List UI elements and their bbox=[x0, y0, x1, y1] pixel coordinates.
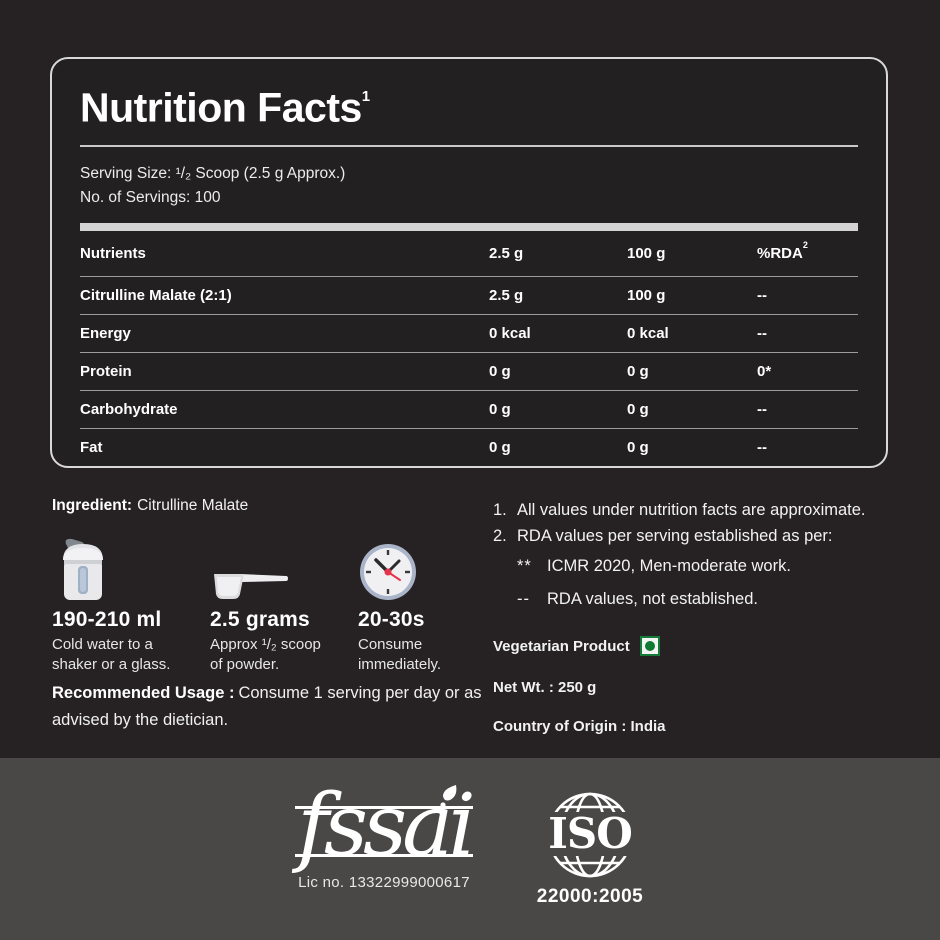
page-title: Nutrition Facts1 bbox=[80, 79, 858, 132]
row-rda: 0* bbox=[757, 362, 772, 380]
ingredient-label: Ingredient: bbox=[52, 497, 133, 514]
note-marker: ** bbox=[517, 557, 532, 575]
water-desc: Cold water to a shaker or a glass. bbox=[52, 636, 171, 673]
table-row: Energy 0 kcal 0 kcal -- bbox=[80, 315, 858, 353]
recommended-usage-label: Recommended Usage : bbox=[52, 684, 235, 702]
shaker-icon bbox=[52, 534, 210, 602]
water-amount: 190-210 ml bbox=[52, 608, 162, 631]
row-rda: -- bbox=[757, 324, 767, 342]
notes-and-product-info: 1. All values under nutrition facts are … bbox=[493, 497, 933, 735]
table-row: Protein 0 g 0 g 0* bbox=[80, 353, 858, 391]
country-of-origin: Country of Origin : India bbox=[493, 718, 666, 735]
scoop-icon bbox=[210, 534, 358, 602]
usage-step-water: 190-210 ml Cold water to a shaker or a g… bbox=[52, 534, 210, 675]
time-amount: 20-30s bbox=[358, 608, 425, 631]
note-marker: -- bbox=[517, 590, 530, 608]
recommended-usage-text: Consume 1 serving per day or as advised … bbox=[52, 684, 482, 729]
note-number: 1. bbox=[493, 501, 507, 519]
row-per-100g: 100 g bbox=[627, 286, 666, 304]
row-per-serving: 2.5 g bbox=[489, 286, 524, 304]
note-text: All values under nutrition facts are app… bbox=[517, 501, 866, 519]
header-per-100g: 100 g bbox=[627, 244, 666, 262]
row-name: Protein bbox=[80, 362, 132, 380]
clock-icon bbox=[358, 534, 488, 602]
note-subitem: ** ICMR 2020, Men-moderate work. bbox=[517, 554, 933, 578]
iso-certification-number: 22000:2005 bbox=[536, 886, 644, 907]
serving-info: Serving Size: ¹/₂ Scoop (2.5 g Approx.) … bbox=[80, 162, 858, 210]
table-top-bar bbox=[80, 222, 858, 231]
iso-globe-icon: ISO bbox=[540, 790, 640, 884]
row-per-serving: 0 kcal bbox=[489, 324, 531, 342]
page-title-footnote-marker: 1 bbox=[361, 88, 370, 105]
certification-footer: fssai Lic no. 13322999000617 bbox=[0, 758, 940, 940]
fssai-leaf-icon bbox=[437, 784, 459, 815]
fssai-bottom-rule bbox=[295, 854, 473, 857]
scoop-desc: Approx ¹/₂ scoop of powder. bbox=[210, 636, 321, 673]
iso-logo: ISO 22000:2005 bbox=[535, 790, 645, 908]
row-per-100g: 0 g bbox=[627, 362, 649, 380]
row-name: Fat bbox=[80, 438, 103, 456]
usage-step-scoop: 2.5 grams Approx ¹/₂ scoop of powder. bbox=[210, 534, 358, 675]
row-per-100g: 0 kcal bbox=[627, 324, 669, 342]
vegetarian-line: Vegetarian Product bbox=[493, 636, 933, 656]
table-row: Carbohydrate 0 g 0 g -- bbox=[80, 391, 858, 429]
usage-step-time: 20-30s Consume immediately. bbox=[358, 534, 488, 675]
servings-count: No. of Servings: 100 bbox=[80, 188, 221, 206]
page-title-text: Nutrition Facts bbox=[80, 84, 362, 131]
fssai-license-number: Lic no. 13322999000617 bbox=[298, 874, 470, 891]
row-name: Energy bbox=[80, 324, 131, 342]
row-per-serving: 0 g bbox=[489, 362, 511, 380]
row-per-100g: 0 g bbox=[627, 438, 649, 456]
fssai-logo: fssai Lic no. 13322999000617 bbox=[295, 782, 476, 906]
row-per-serving: 0 g bbox=[489, 438, 511, 456]
note-text: RDA values per serving established as pe… bbox=[517, 527, 833, 545]
fssai-top-rule bbox=[295, 806, 473, 809]
note-item: 1. All values under nutrition facts are … bbox=[493, 497, 933, 523]
row-per-serving: 0 g bbox=[489, 400, 511, 418]
row-name: Citrulline Malate (2:1) bbox=[80, 286, 232, 304]
table-row: Fat 0 g 0 g -- bbox=[80, 429, 858, 466]
note-subtext: RDA values, not established. bbox=[547, 590, 758, 608]
table-header-row: Nutrients 2.5 g 100 g %RDA2 bbox=[80, 231, 858, 277]
ingredient-value: Citrulline Malate bbox=[137, 497, 249, 514]
header-nutrients: Nutrients bbox=[80, 244, 146, 262]
vegetarian-mark-icon bbox=[639, 636, 660, 656]
row-per-100g: 0 g bbox=[627, 400, 649, 418]
note-item: 2. RDA values per serving established as… bbox=[493, 523, 933, 549]
ingredient-line: Ingredient: Citrulline Malate bbox=[52, 497, 248, 515]
header-rda: %RDA2 bbox=[757, 240, 808, 263]
usage-steps: 190-210 ml Cold water to a shaker or a g… bbox=[52, 534, 488, 675]
title-divider bbox=[80, 144, 858, 147]
header-per-serving: 2.5 g bbox=[489, 244, 524, 262]
nutrition-facts-panel: Nutrition Facts1 Serving Size: ¹/₂ Scoop… bbox=[50, 57, 888, 468]
table-row: Citrulline Malate (2:1) 2.5 g 100 g -- bbox=[80, 277, 858, 315]
time-desc: Consume immediately. bbox=[358, 636, 442, 673]
iso-wordmark: ISO bbox=[545, 812, 635, 857]
row-rda: -- bbox=[757, 438, 767, 456]
scoop-amount: 2.5 grams bbox=[210, 608, 310, 631]
row-name: Carbohydrate bbox=[80, 400, 178, 418]
row-rda: -- bbox=[757, 286, 767, 304]
note-subitem: -- RDA values, not established. bbox=[517, 587, 933, 611]
recommended-usage: Recommended Usage : Consume 1 serving per… bbox=[52, 680, 507, 734]
rda-footnote-marker: 2 bbox=[802, 240, 808, 251]
net-weight: Net Wt. : 250 g bbox=[493, 679, 597, 696]
row-rda: -- bbox=[757, 400, 767, 418]
note-number: 2. bbox=[493, 527, 507, 545]
serving-size: Serving Size: ¹/₂ Scoop (2.5 g Approx.) bbox=[80, 164, 346, 182]
note-subtext: ICMR 2020, Men-moderate work. bbox=[547, 557, 791, 575]
vegetarian-label: Vegetarian Product bbox=[493, 637, 630, 655]
nutrition-table: Nutrients 2.5 g 100 g %RDA2 Citrulline M… bbox=[80, 231, 858, 466]
